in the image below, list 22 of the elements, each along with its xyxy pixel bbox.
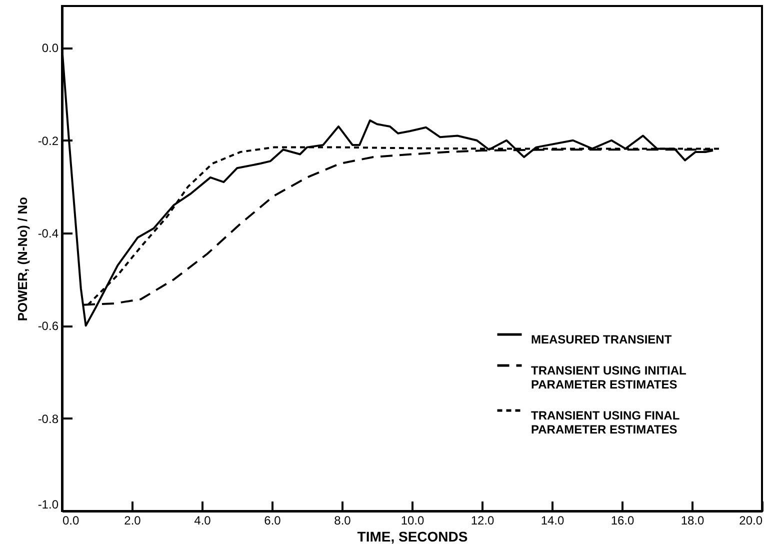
- x-tick-label: 20.0: [739, 514, 763, 528]
- x-tick-label: 6.0: [264, 514, 282, 528]
- x-tick-label: 0.0: [62, 514, 80, 528]
- legend-label: TRANSIENT USING INITIAL PARAMETER ESTIMATES: [531, 364, 686, 392]
- y-tick-label: -0.2: [38, 134, 59, 148]
- y-tick-label: -0.8: [38, 412, 59, 426]
- x-tick-label: 16.0: [610, 514, 634, 528]
- x-tick-label: 12.0: [470, 514, 494, 528]
- x-tick-label: 18.0: [680, 514, 704, 528]
- legend-label: TRANSIENT USING FINAL PARAMETER ESTIMATES: [531, 408, 680, 436]
- y-axis-title: POWER, (N-No) / No: [14, 196, 30, 322]
- x-tick-label: 8.0: [334, 514, 352, 528]
- y-tick-label: -0.4: [38, 226, 59, 241]
- legend-label: MEASURED TRANSIENT: [531, 332, 672, 346]
- x-axis-title: TIME, SECONDS: [357, 528, 468, 544]
- y-tick-label: -1.0: [38, 498, 59, 512]
- x-tick-label: 4.0: [194, 514, 212, 528]
- x-tick-label: 2.0: [124, 514, 142, 528]
- y-tick-label: -0.6: [38, 319, 59, 334]
- x-tick-label: 14.0: [540, 514, 564, 528]
- x-tick-label: 10.0: [400, 514, 424, 528]
- y-tick-label: 0.0: [42, 41, 59, 56]
